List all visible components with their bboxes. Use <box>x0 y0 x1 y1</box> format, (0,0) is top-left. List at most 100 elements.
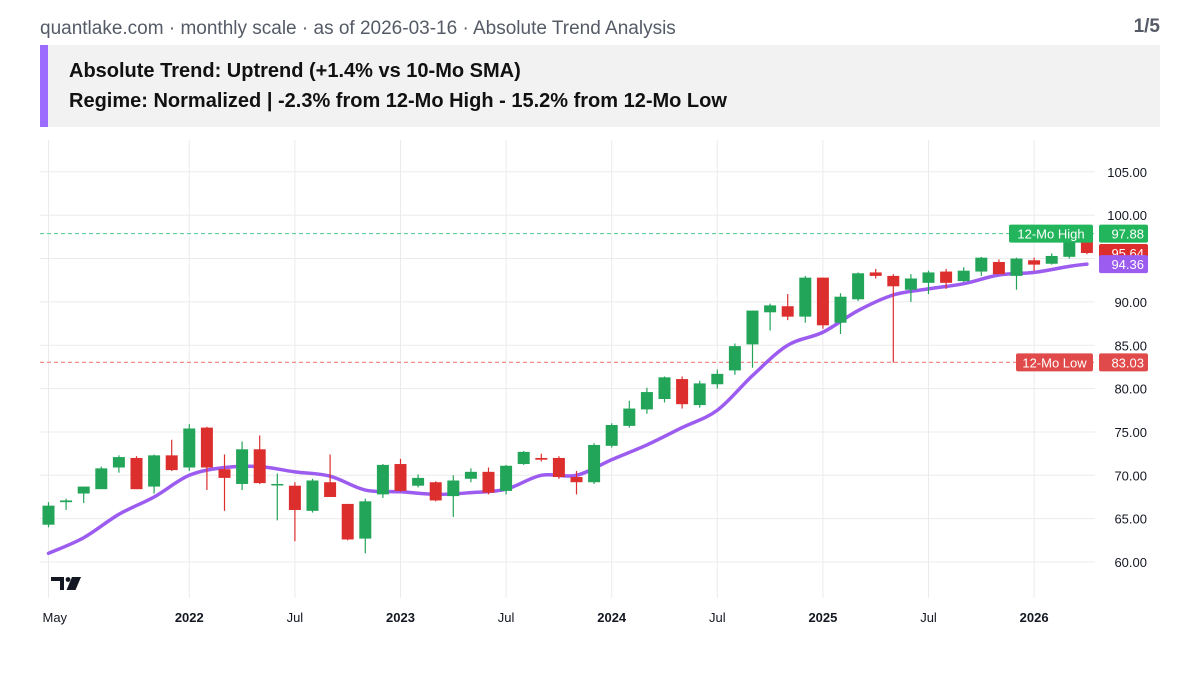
x-tick-label: 2024 <box>597 610 627 625</box>
candle <box>711 369 724 389</box>
candle-body <box>218 469 231 478</box>
tradingview-logo-icon[interactable] <box>51 577 81 590</box>
candle-body <box>324 482 337 497</box>
candle <box>869 268 882 279</box>
candle <box>623 400 636 428</box>
candle <box>271 473 284 521</box>
candle <box>200 426 213 491</box>
candle-body <box>271 483 284 486</box>
x-tick-label: Jul <box>709 610 726 625</box>
candle-body <box>500 465 513 491</box>
candle <box>922 270 935 295</box>
candle <box>341 503 354 541</box>
candle-body <box>605 425 618 446</box>
regime-status-line: Regime: Normalized | -2.3% from 12-Mo Hi… <box>69 90 727 112</box>
reference-value-badge-text: 83.03 <box>1111 355 1144 370</box>
candle <box>658 376 671 403</box>
candle <box>253 435 266 484</box>
candle <box>394 458 407 492</box>
reference-value-badge-text: 97.88 <box>1111 227 1144 242</box>
candle <box>130 456 143 490</box>
reference-lines <box>40 232 1095 363</box>
candle-body <box>623 408 636 426</box>
candle-body <box>394 464 407 491</box>
candle-body <box>376 464 389 495</box>
candle-body <box>1010 258 1023 276</box>
candle <box>376 464 389 498</box>
candle-body <box>640 392 653 410</box>
candle <box>165 439 178 471</box>
trend-banner: Absolute Trend: Uptrend (+1.4% vs 10-Mo … <box>40 45 1160 127</box>
banner-accent-bar <box>40 45 48 127</box>
x-tick-label: Jul <box>920 610 937 625</box>
x-tick-label: Jul <box>498 610 515 625</box>
candle <box>746 310 759 368</box>
reference-value-badge-bg <box>1099 224 1148 243</box>
candle <box>535 453 548 462</box>
x-tick-label: May <box>43 610 68 625</box>
candle <box>764 303 777 331</box>
candle <box>570 470 583 495</box>
candle-body <box>957 270 970 282</box>
grid <box>40 140 1095 598</box>
candle-body <box>852 273 865 300</box>
reference-value-badge: 83.03 <box>1099 353 1148 372</box>
candle-body <box>341 503 354 540</box>
candle <box>148 454 161 494</box>
candle <box>236 441 249 491</box>
candle <box>728 343 741 375</box>
candle-body <box>1045 255 1058 264</box>
candle <box>887 274 900 363</box>
candle <box>605 423 618 448</box>
reference-label-text: 12-Mo High <box>1017 227 1084 242</box>
candle <box>218 454 231 511</box>
candle <box>640 387 653 414</box>
candle-body <box>464 471 477 479</box>
candle-body <box>693 383 706 406</box>
candle-body <box>236 449 249 484</box>
candle <box>1045 253 1058 265</box>
y-tick-label: 90.00 <box>1114 295 1147 310</box>
sma-value-badge-bg <box>1099 255 1148 274</box>
candle-body <box>816 277 829 326</box>
candle-body <box>904 278 917 290</box>
sma-value-badge: 94.36 <box>1099 255 1148 274</box>
reference-label-bg <box>1009 224 1093 243</box>
y-tick-label: 65.00 <box>1114 512 1147 527</box>
candle-body <box>306 480 319 511</box>
candle <box>112 455 125 473</box>
y-tick-label: 70.00 <box>1114 468 1147 483</box>
candle <box>429 481 442 502</box>
candle-body <box>535 457 548 460</box>
candle-body <box>165 455 178 471</box>
reference-label-text: 12-Mo Low <box>1022 355 1087 370</box>
candle-body <box>834 296 847 323</box>
reference-value-badge-bg <box>1099 353 1148 372</box>
candle <box>482 467 495 495</box>
candle-body <box>588 444 601 483</box>
x-tick-label: 2025 <box>808 610 837 625</box>
candle <box>992 259 1005 275</box>
candle-body <box>183 428 196 468</box>
candle-body <box>975 257 988 272</box>
candle <box>324 454 337 497</box>
x-axis: May 2022 Jul 2023 Jul 2024 Jul 2025 Jul 2026 <box>43 610 1049 625</box>
candle-body <box>517 451 530 465</box>
candle-body <box>412 477 425 486</box>
candle <box>447 475 460 517</box>
candles <box>42 233 1093 554</box>
candle-body <box>60 500 73 503</box>
candle <box>552 456 565 479</box>
y-tick-label: 60.00 <box>1114 555 1147 570</box>
candle-body <box>200 427 213 468</box>
candle-body <box>482 471 495 493</box>
candle-body <box>148 455 161 487</box>
sma-value-badge-text: 94.36 <box>1111 257 1144 272</box>
candle-body <box>77 486 90 494</box>
candle <box>183 424 196 471</box>
candle <box>1028 257 1041 271</box>
candle <box>306 478 319 513</box>
candle <box>957 267 970 282</box>
x-tick-label: 2023 <box>386 610 415 625</box>
